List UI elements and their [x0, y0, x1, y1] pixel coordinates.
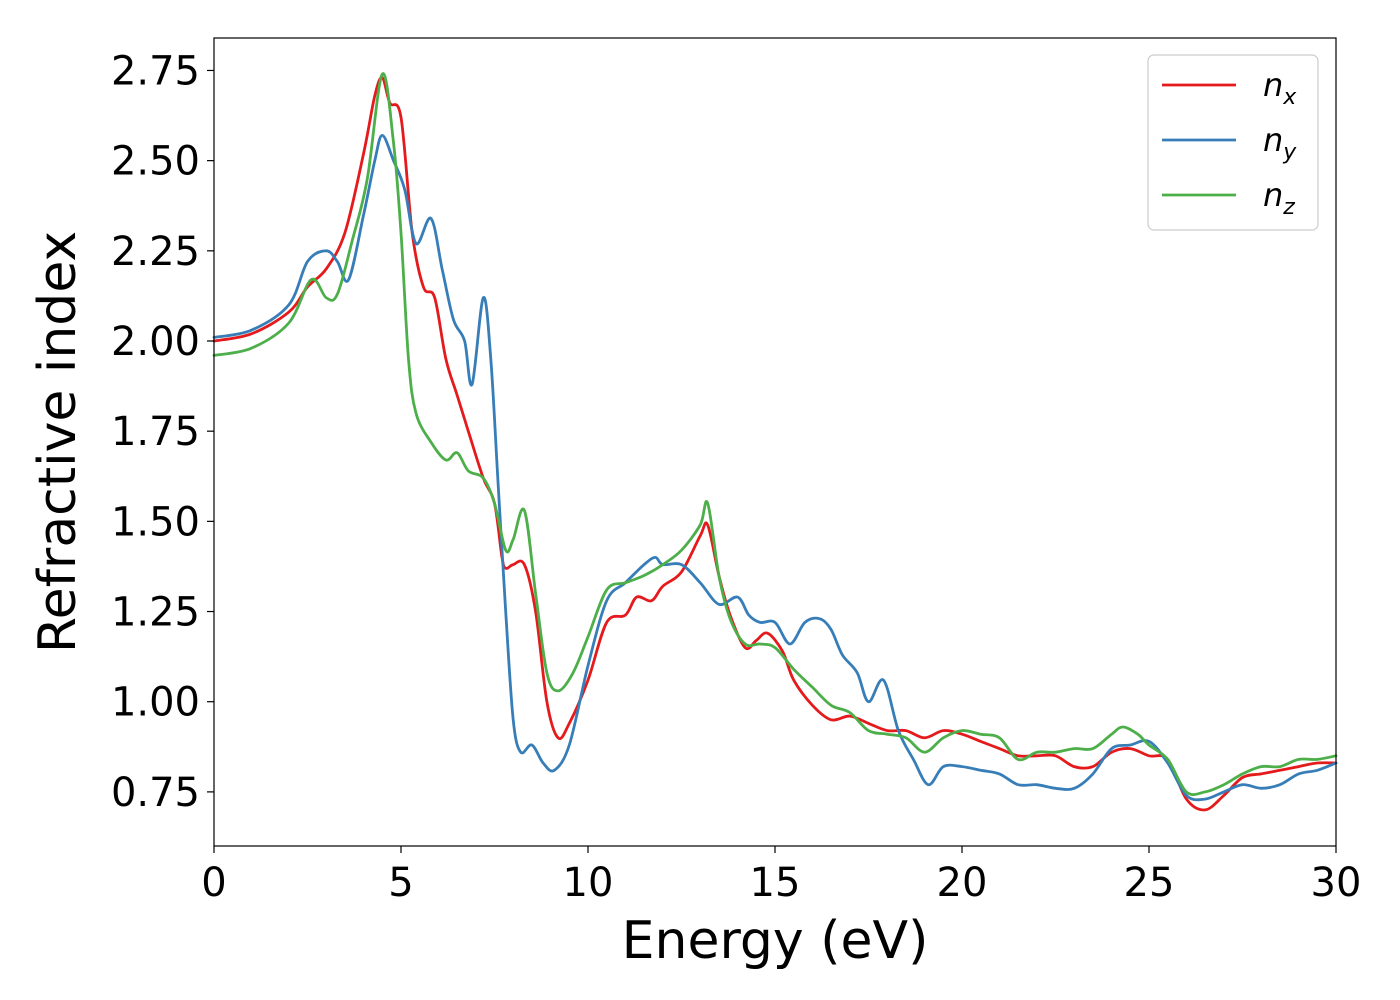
legend-label-ny: ny [1263, 121, 1297, 165]
x-tick-label: 25 [1124, 860, 1175, 906]
x-tick-label: 5 [388, 860, 413, 906]
series-layer [212, 72, 1338, 812]
y-tick-label: 2.25 [111, 229, 200, 275]
series-line-nx [212, 76, 1338, 812]
y-tick-label: 1.75 [111, 409, 200, 455]
x-tick-label: 30 [1311, 860, 1362, 906]
x-tick-label: 20 [937, 860, 988, 906]
legend-box [1147, 54, 1319, 231]
y-tick-label: 1.25 [111, 590, 200, 636]
y-tick-label: 0.75 [111, 770, 200, 816]
x-axis-label: Energy (eV) [622, 911, 929, 971]
x-tick-label: 10 [563, 860, 614, 906]
y-tick-label: 2.00 [111, 319, 200, 365]
y-tick-label: 1.50 [111, 499, 200, 545]
series-line-ny [212, 134, 1338, 802]
y-tick-label: 1.00 [111, 680, 200, 726]
x-tick-label: 15 [750, 860, 801, 906]
x-axis-ticks: 0 5 10 15 20 25 30 [201, 846, 1361, 906]
y-tick-label: 2.75 [111, 48, 200, 94]
y-tick-label: 2.50 [111, 139, 200, 185]
y-axis-ticks: 0.75 1.00 1.25 1.50 1.75 2.00 2.25 2.50 2.75 [111, 48, 214, 816]
y-axis-label: Refractive index [28, 231, 88, 653]
series-line-nz [212, 72, 1338, 796]
x-tick-label: 0 [201, 860, 226, 906]
